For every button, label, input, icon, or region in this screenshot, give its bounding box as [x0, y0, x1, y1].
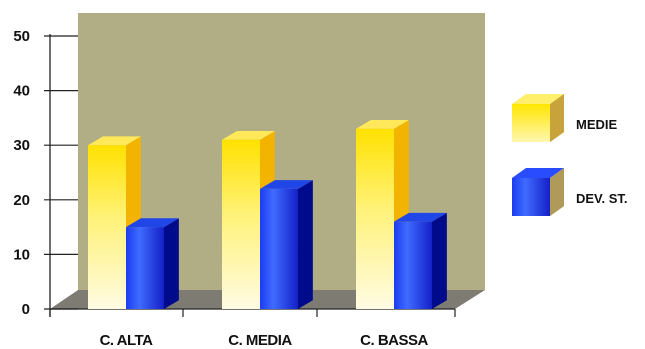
bar-top-face	[260, 180, 313, 189]
bar-front-face	[394, 221, 432, 309]
bar-top-face	[394, 212, 447, 222]
bar-side-face	[432, 212, 447, 309]
cube-front	[512, 104, 550, 142]
y-tick-label: 30	[13, 137, 30, 154]
bar-top-face	[88, 136, 141, 146]
dev-st-bar	[126, 218, 179, 309]
cube-top	[512, 94, 564, 104]
cube-side	[550, 168, 564, 216]
bar-front-face	[126, 227, 164, 309]
legend-label: MEDIE	[576, 117, 618, 132]
y-tick-label: 20	[13, 192, 30, 209]
bar-top-face	[126, 218, 179, 228]
bar-front-face	[222, 139, 260, 309]
y-tick-label: 50	[13, 28, 30, 45]
legend-swatch-dev-st	[512, 168, 564, 216]
cube-side	[550, 94, 564, 142]
bars-group	[88, 120, 447, 310]
dev-st-bar	[260, 180, 313, 309]
legend-label: DEV. ST.	[576, 191, 628, 206]
y-tick-label: 10	[13, 246, 30, 263]
bar-front-face	[260, 188, 298, 309]
bar-front-face	[88, 145, 126, 309]
cube-top	[512, 168, 564, 178]
cube-front	[512, 178, 550, 216]
bar-side-face	[298, 180, 313, 309]
y-tick-label: 40	[13, 83, 30, 100]
bar-top-face	[356, 120, 409, 129]
x-category-label: C. BASSA	[360, 332, 428, 349]
x-category-label: C. MEDIA	[228, 332, 292, 349]
legend-item: DEV. ST.	[512, 168, 628, 216]
bar-front-face	[356, 128, 394, 309]
legend: MEDIE DEV. ST.	[512, 94, 628, 216]
dev-st-bar	[394, 212, 447, 309]
bar-top-face	[222, 130, 275, 140]
x-category-label: C. ALTA	[100, 332, 154, 349]
legend-item: MEDIE	[512, 94, 618, 142]
y-tick-label: 0	[22, 301, 30, 318]
x-axis-labels: C. ALTA C. MEDIA C. BASSA	[100, 332, 429, 349]
legend-swatch-medie	[512, 94, 564, 142]
bar-side-face	[164, 218, 179, 309]
